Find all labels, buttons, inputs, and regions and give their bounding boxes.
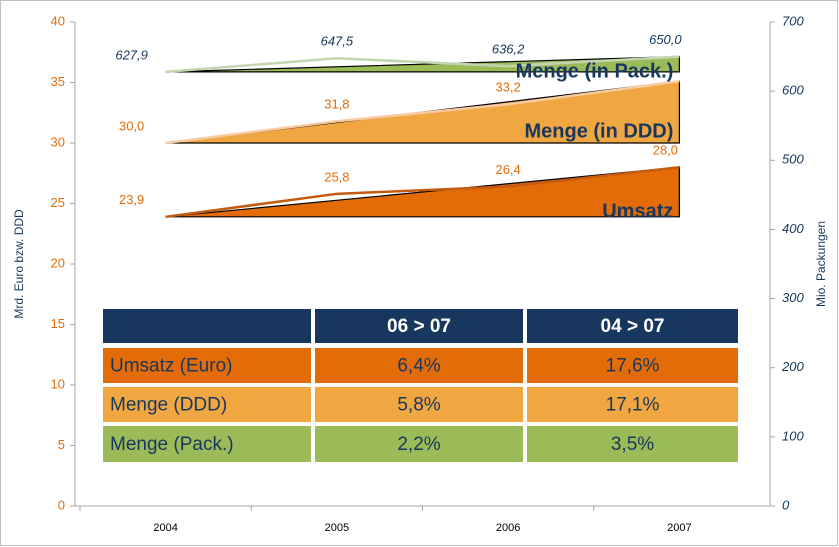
series-line [165,80,680,145]
trend-triangle [165,166,680,218]
value-label: 627,9 [115,47,148,62]
table-header: 04 > 07 [601,316,665,337]
y2-tick-label: 100 [782,428,804,443]
table-cell [315,348,523,383]
y-tick-label: 5 [58,437,65,452]
y-axis-label: Mrd. Euro bzw. DDD [12,209,26,319]
value-label: 28,0 [653,143,678,158]
value-label: 26,4 [495,162,520,177]
table-cell [103,426,311,462]
series-line [165,55,680,74]
y-tick-label: 35 [51,74,65,89]
table-value: 5,8% [397,395,440,416]
x-tick-label: 2005 [325,522,349,534]
table-cell [315,387,523,422]
x-tick-label: 2006 [496,522,520,534]
y-tick-label: 25 [51,195,65,210]
table-value: 2,2% [397,434,440,455]
table-cell [527,426,738,462]
table-header-cell [527,309,738,343]
value-label: 33,2 [495,80,520,95]
value-label: 23,9 [119,192,144,207]
table-cell [103,348,311,383]
table-cell [527,387,738,422]
series-line [165,165,680,219]
row-label: Menge (DDD) [110,395,227,416]
table-value: 17,1% [606,395,660,416]
value-label: 650,0 [649,32,682,47]
row-label: Umsatz (Euro) [110,356,232,377]
series-name: Menge (in DDD) [524,120,673,142]
table-value: 3,5% [611,434,654,455]
y2-tick-label: 300 [782,290,804,305]
trend-triangle [165,55,680,73]
y2-tick-label: 0 [782,497,790,512]
y2-tick-label: 700 [782,13,804,28]
x-tick-label: 2004 [153,522,177,534]
y2-tick-label: 500 [782,152,804,167]
table-header-cell [315,309,523,343]
table-cell [315,426,523,462]
y2-axis-label: Mio. Packungen [814,221,828,307]
table-header: 06 > 07 [387,316,451,337]
value-label: 30,0 [119,118,144,133]
value-label: 636,2 [492,42,525,57]
table-header-cell [103,309,311,343]
table-value: 17,6% [606,356,660,377]
value-label: 647,5 [321,34,354,49]
table-cell [103,387,311,422]
value-label: 31,8 [324,97,349,112]
y2-tick-label: 600 [782,83,804,98]
table-cell [527,348,738,383]
y2-tick-label: 200 [781,359,804,374]
y-tick-label: 40 [51,13,65,28]
series-name: Umsatz [602,200,673,222]
y-tick-label: 0 [58,497,65,512]
y-tick-label: 20 [51,255,65,270]
value-label: 25,8 [324,169,349,184]
y-tick-label: 30 [51,134,65,149]
row-label: Menge (Pack.) [110,434,234,455]
y2-tick-label: 400 [782,221,804,236]
y-tick-label: 15 [51,316,65,331]
x-tick-label: 2007 [667,522,691,534]
table-value: 6,4% [397,356,440,377]
series-name: Menge (in Pack.) [516,60,674,82]
y-tick-label: 10 [51,376,65,391]
